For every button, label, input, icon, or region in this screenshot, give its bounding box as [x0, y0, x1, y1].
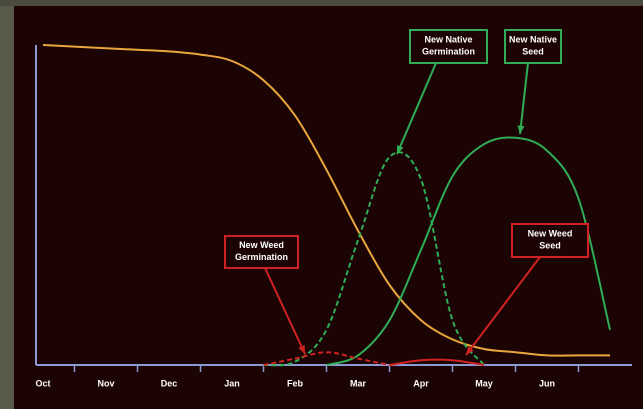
callout-box — [409, 29, 488, 64]
callout-arrowhead — [298, 345, 305, 354]
callout: New Weed Germination — [224, 235, 306, 355]
callout-line: Seed — [522, 47, 544, 57]
callout-line: Seed — [539, 241, 561, 251]
callout-line: New Native — [509, 35, 557, 45]
x-tick-label: Nov — [97, 378, 114, 388]
x-tick-label: Mar — [350, 378, 367, 388]
callout-arrow — [264, 267, 306, 355]
photo-edge — [0, 0, 14, 409]
callout-line: New Native — [424, 35, 472, 45]
callout-line: Germination — [422, 47, 475, 57]
callout-arrowhead — [466, 346, 474, 355]
callout-arrow — [465, 256, 541, 356]
callout-label: New Native Seed — [509, 35, 557, 57]
callout-box — [511, 223, 589, 258]
callout-arrowhead — [517, 125, 525, 134]
x-tick-label: Oct — [35, 378, 50, 388]
callout: New Native Germination — [396, 29, 488, 155]
photo-edge — [0, 0, 643, 6]
x-tick-label: Dec — [161, 378, 178, 388]
series-line — [42, 44, 610, 357]
callout: New Weed Seed — [465, 223, 589, 356]
callout-line: New Weed — [239, 240, 284, 250]
series-line — [326, 136, 611, 366]
callout-label: New Weed Seed — [528, 229, 573, 251]
callout-arrow — [519, 62, 529, 135]
callout-line: Germination — [235, 252, 288, 262]
callout-box — [224, 235, 299, 269]
series-line — [389, 358, 485, 366]
x-tick-label: May — [475, 378, 493, 388]
callout-arrowhead — [397, 145, 404, 154]
callout-arrow — [396, 62, 437, 155]
x-tick-label: Jan — [224, 378, 240, 388]
callout-label: New Weed Germination — [235, 240, 288, 262]
x-tick-label: Apr — [413, 378, 429, 388]
x-tick-label: Jun — [539, 378, 555, 388]
callout-box — [504, 29, 562, 64]
callout-label: New Native Germination — [422, 35, 475, 57]
series-line — [263, 351, 390, 366]
callout: New Native Seed — [504, 29, 562, 135]
x-tick-label: Feb — [287, 378, 304, 388]
callout-line: New Weed — [528, 229, 573, 239]
